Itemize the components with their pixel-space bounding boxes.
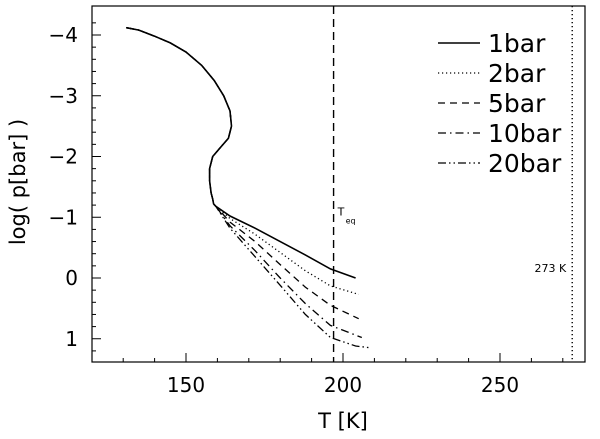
- series-line-2bar: [126, 27, 359, 296]
- x-tick-label: 150: [167, 373, 205, 397]
- x-tick-label: 250: [481, 373, 519, 397]
- series-line-10bar: [126, 27, 363, 339]
- y-tick-label: −3: [49, 84, 78, 108]
- legend-label-2bar: 2bar: [488, 59, 546, 88]
- reference-lines: Teq 273 K: [332, 6, 573, 362]
- plot-frame: [91, 5, 586, 363]
- y-tick-label: −2: [49, 145, 78, 169]
- series-lines: [126, 26, 372, 349]
- legend-label-20bar: 20bar: [488, 149, 562, 178]
- y-tick-label: −4: [49, 23, 78, 47]
- freezing-annotation: 273 K: [535, 262, 567, 275]
- legend-label-1bar: 1bar: [488, 29, 546, 58]
- axis-ticks: 150 200 250 −4 −3 −2 −1 0 1: [49, 22, 564, 397]
- legend-label-5bar: 5bar: [488, 89, 546, 118]
- legend-label-10bar: 10bar: [488, 119, 562, 148]
- series-line-20bar: [126, 27, 372, 349]
- x-tick-label: 200: [324, 373, 362, 397]
- teq-annotation-sub: eq: [346, 216, 356, 225]
- y-tick-label: 1: [65, 327, 78, 351]
- y-tick-label: 0: [65, 266, 78, 290]
- y-tick-label: −1: [49, 205, 78, 229]
- x-axis-label: T [K]: [317, 409, 368, 433]
- y-axis-label: log( p[bar] ): [6, 119, 30, 245]
- teq-annotation: T: [337, 205, 345, 218]
- series-line-5bar: [126, 27, 359, 320]
